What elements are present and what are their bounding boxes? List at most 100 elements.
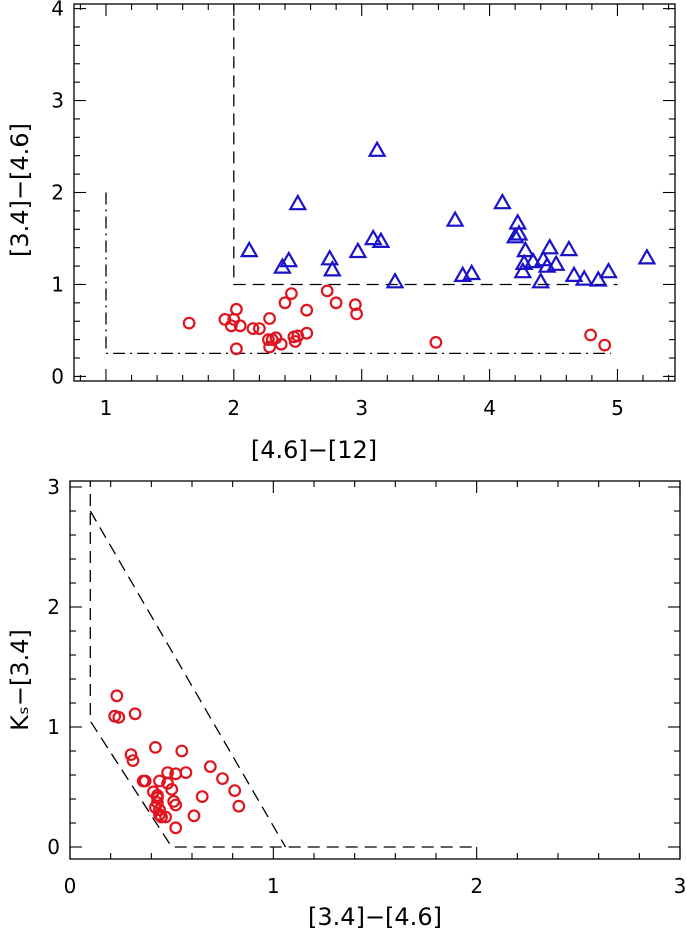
top-y-tick-labels: 0 1 2 3 4 bbox=[51, 0, 64, 388]
x-tick-label: 3 bbox=[674, 874, 686, 898]
top-blue-triangle-point bbox=[462, 263, 482, 281]
bottom-red-circle-point bbox=[165, 783, 179, 796]
y-tick-label: 0 bbox=[47, 835, 60, 859]
bottom-red-circle-point bbox=[216, 772, 229, 785]
top-x-tick-labels: 1 2 3 4 5 bbox=[100, 396, 624, 420]
top-scatter-panel: 1 2 3 4 5 0 1 2 3 4 [4.6]−[12] [3.4]−[4.6] bbox=[6, 0, 676, 464]
y-tick-label: 4 bbox=[51, 0, 64, 21]
bottom-red-circle-point bbox=[126, 754, 140, 767]
top-blue-triangle-point bbox=[348, 241, 368, 259]
x-tick-label: 0 bbox=[64, 874, 77, 898]
bottom-red-circle-point bbox=[228, 784, 242, 797]
bottom-red-circle-point bbox=[169, 821, 183, 835]
top-red-circle-point bbox=[348, 298, 362, 312]
top-red-circle-point bbox=[182, 316, 196, 330]
bottom-red-circle-point bbox=[159, 810, 173, 824]
bottom-red-circle-point bbox=[232, 799, 246, 813]
top-blue-triangle-point bbox=[559, 239, 579, 257]
top-blue-triangle-point bbox=[445, 210, 465, 227]
top-red-circle-point bbox=[300, 303, 314, 317]
top-red-circle-point bbox=[320, 284, 334, 298]
bottom-y-axis-title: Kₛ−[3.4] bbox=[6, 629, 34, 731]
top-blue-triangle-point bbox=[279, 250, 299, 268]
top-blue-triangle-point bbox=[523, 251, 543, 269]
top-blue-triangle-point bbox=[385, 271, 405, 289]
top-red-circle-point bbox=[285, 287, 298, 301]
top-red-circle-point bbox=[278, 296, 292, 310]
top-red-circle-point bbox=[262, 333, 275, 347]
top-blue-triangle-point bbox=[546, 254, 566, 271]
bottom-y-tick-labels: 0 1 2 3 bbox=[47, 475, 60, 859]
top-red-circle-point bbox=[300, 326, 314, 340]
y-tick-label: 2 bbox=[51, 181, 64, 205]
top-blue-triangle-point bbox=[564, 265, 584, 282]
bottom-ticks bbox=[69, 481, 681, 859]
top-red-circle-point bbox=[584, 328, 597, 342]
bottom-guides bbox=[89, 481, 477, 848]
bottom-red-circle-point bbox=[128, 707, 142, 721]
top-red-circle-point bbox=[224, 319, 238, 333]
x-tick-label: 2 bbox=[470, 874, 483, 898]
top-red-circle-point bbox=[350, 307, 364, 321]
top-red-circle-point bbox=[252, 322, 266, 336]
bottom-red-circle-point bbox=[187, 809, 201, 823]
top-red-circle-point bbox=[263, 312, 277, 325]
bottom-red-circle-point bbox=[161, 766, 175, 779]
x-tick-label: 1 bbox=[267, 874, 280, 898]
y-tick-label: 1 bbox=[51, 273, 64, 297]
top-plot-frame bbox=[73, 3, 676, 382]
bottom-scatter-panel: 0 1 2 3 0 1 2 3 [3.4]−[4.6] Kₛ−[3.4] bbox=[6, 475, 686, 931]
top-blue-triangle-point bbox=[493, 192, 512, 210]
bottom-red-circle-point bbox=[169, 798, 183, 812]
bottom-red-circle-point bbox=[110, 689, 124, 703]
top-ticks bbox=[74, 4, 675, 381]
top-points bbox=[182, 140, 657, 356]
top-blue-triangle-point bbox=[637, 248, 657, 265]
bottom-red-circle-point bbox=[150, 796, 164, 809]
top-guides bbox=[105, 4, 618, 355]
bottom-red-circle-point bbox=[150, 791, 164, 805]
bottom-red-circle-point bbox=[203, 760, 217, 773]
x-tick-label: 1 bbox=[100, 396, 113, 420]
x-tick-label: 3 bbox=[355, 396, 368, 420]
bottom-guide-line-0 bbox=[89, 481, 477, 848]
top-blue-triangle-point bbox=[320, 248, 340, 266]
top-blue-triangle-point bbox=[513, 261, 533, 279]
y-tick-label: 2 bbox=[47, 595, 60, 619]
bottom-x-tick-labels: 0 1 2 3 bbox=[64, 874, 686, 898]
bottom-red-circle-point bbox=[138, 774, 152, 788]
top-x-axis-title: [4.6]−[12] bbox=[251, 436, 377, 464]
bottom-guide-line-1 bbox=[89, 510, 287, 848]
top-y-axis-title: [3.4]−[4.6] bbox=[6, 123, 34, 257]
top-blue-triangle-point bbox=[516, 240, 535, 258]
bottom-red-circle-point bbox=[195, 790, 209, 803]
y-tick-label: 1 bbox=[47, 715, 60, 739]
bottom-plot-frame bbox=[69, 480, 681, 860]
bottom-points bbox=[108, 689, 246, 835]
bottom-red-circle-point bbox=[153, 808, 166, 821]
x-tick-label: 4 bbox=[483, 396, 496, 420]
y-tick-label: 3 bbox=[51, 89, 64, 113]
top-red-circle-point bbox=[429, 336, 443, 349]
y-tick-label: 3 bbox=[47, 475, 60, 499]
x-tick-label: 5 bbox=[611, 396, 624, 420]
top-blue-triangle-point bbox=[505, 226, 525, 244]
top-red-circle-point bbox=[229, 342, 243, 356]
top-guide-line-1 bbox=[105, 192, 612, 355]
top-blue-triangle-point bbox=[540, 237, 560, 255]
top-red-circle-point bbox=[229, 302, 243, 316]
top-red-circle-point bbox=[598, 338, 612, 352]
top-red-circle-point bbox=[263, 340, 277, 354]
top-blue-triangle-point bbox=[363, 228, 383, 246]
bottom-red-circle-point bbox=[175, 744, 189, 758]
bottom-red-circle-point bbox=[112, 711, 126, 724]
top-red-circle-point bbox=[233, 319, 247, 333]
bottom-red-circle-point bbox=[124, 748, 138, 761]
bottom-x-axis-title: [3.4]−[4.6] bbox=[308, 903, 442, 931]
top-guide-line-0 bbox=[233, 4, 618, 286]
x-tick-label: 2 bbox=[227, 396, 240, 420]
bottom-red-circle-point bbox=[179, 766, 193, 779]
top-blue-triangle-point bbox=[322, 259, 342, 277]
top-blue-triangle-point bbox=[531, 271, 551, 289]
